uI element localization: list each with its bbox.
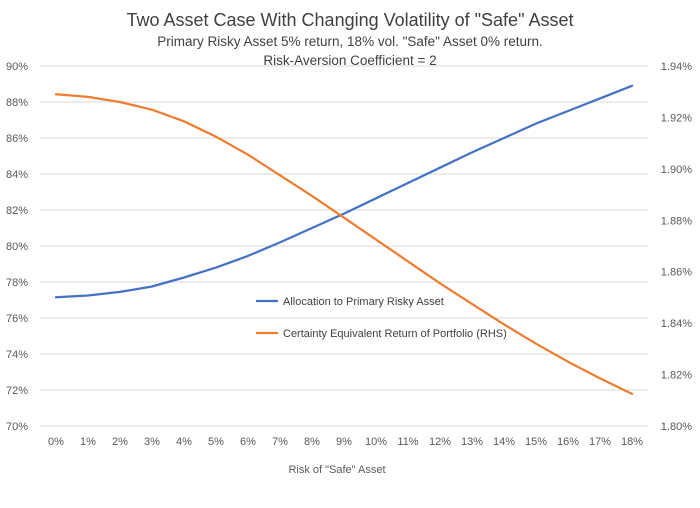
chart-titles: Two Asset Case With Changing Volatility …	[0, 8, 700, 70]
right-tick-label: 1.82%	[661, 370, 692, 382]
right-axis-ticks: 1.80% 1.82% 1.84% 1.86% 1.88% 1.90% 1.92% 1.94%	[661, 61, 692, 433]
right-tick-label: 1.86%	[661, 267, 692, 279]
x-tick-label: 2%	[112, 436, 128, 448]
chart-title: Two Asset Case With Changing Volatility …	[126, 10, 574, 30]
x-tick-label: 12%	[429, 436, 451, 448]
left-tick-label: 72%	[6, 385, 28, 397]
x-tick-label: 15%	[525, 436, 547, 448]
legend-label: Allocation to Primary Risky Asset	[283, 296, 444, 308]
right-tick-label: 1.92%	[661, 112, 692, 124]
right-tick-label: 1.90%	[661, 164, 692, 176]
series-lines	[54, 84, 634, 396]
chart-subtitle-line-2: Risk-Aversion Coefficient = 2	[263, 53, 437, 68]
x-tick-label: 4%	[176, 436, 192, 448]
x-tick-label: 0%	[48, 436, 64, 448]
x-axis-ticks: 0% 1% 2% 3% 4% 5% 6% 7% 8% 9% 10% 11% 12% 13% 14% 15% 16…	[48, 436, 643, 448]
chart-subtitle-line-1: Primary Risky Asset 5% return, 18% vol. …	[157, 34, 543, 49]
left-tick-label: 90%	[6, 61, 28, 73]
right-tick-label: 1.88%	[661, 215, 692, 227]
right-tick-label: 1.94%	[661, 61, 692, 73]
x-tick-label: 3%	[144, 436, 160, 448]
x-tick-label: 14%	[493, 436, 515, 448]
right-tick-label: 1.80%	[661, 421, 692, 433]
left-tick-label: 76%	[6, 313, 28, 325]
x-tick-label: 16%	[557, 436, 579, 448]
x-tick-label: 13%	[461, 436, 483, 448]
left-axis-ticks: 70% 72% 74% 76% 78% 80% 82% 84% 86% 88% 90%	[6, 61, 28, 433]
x-tick-label: 9%	[336, 436, 352, 448]
x-tick-label: 1%	[80, 436, 96, 448]
left-tick-label: 88%	[6, 97, 28, 109]
left-tick-label: 70%	[6, 421, 28, 433]
x-tick-label: 6%	[240, 436, 256, 448]
x-tick-label: 8%	[304, 436, 320, 448]
left-tick-label: 82%	[6, 205, 28, 217]
legend: Allocation to Primary Risky Asset Certain…	[256, 296, 507, 340]
legend-label: Certainty Equivalent Return of Portfolio…	[283, 328, 507, 340]
left-tick-label: 78%	[6, 277, 28, 289]
series-line-1	[54, 84, 634, 299]
x-tick-label: 11%	[397, 436, 418, 448]
series-line-2	[54, 93, 634, 396]
x-tick-label: 18%	[621, 436, 643, 448]
left-tick-label: 80%	[6, 241, 28, 253]
left-tick-label: 74%	[6, 349, 28, 361]
x-tick-label: 5%	[208, 436, 224, 448]
x-tick-label: 7%	[272, 436, 288, 448]
left-tick-label: 86%	[6, 133, 28, 145]
left-tick-label: 84%	[6, 169, 28, 181]
x-tick-label: 10%	[365, 436, 387, 448]
right-tick-label: 1.84%	[661, 318, 692, 330]
gridlines	[40, 65, 648, 427]
x-axis-title: Risk of "Safe" Asset	[288, 464, 385, 476]
x-tick-label: 17%	[589, 436, 611, 448]
